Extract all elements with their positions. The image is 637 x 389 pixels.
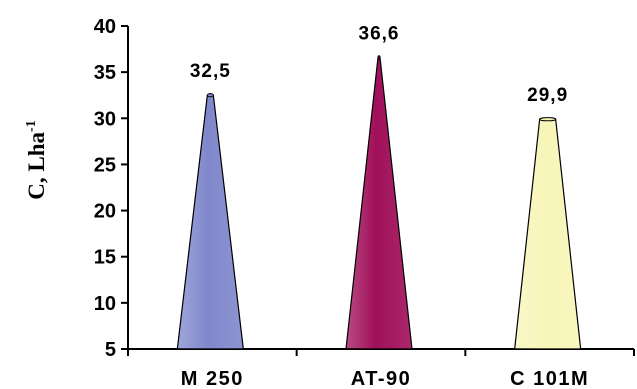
y-tick-label: 20 [94,201,116,223]
y-axis-title-superscript: -1 [24,120,39,132]
y-tick-label: 15 [94,247,116,269]
bar-cap [539,117,557,122]
bar-1 [176,94,245,350]
y-tick-label: 5 [105,339,116,361]
data-label: 29,9 [527,85,568,106]
y-tick-label: 25 [94,154,116,176]
y-tick-label: 40 [94,16,116,38]
bar-cap [206,93,214,98]
data-label: 32,5 [190,61,231,82]
y-tick-label: 10 [94,293,116,315]
bars-group [176,55,582,350]
y-tick-label: 35 [94,62,116,84]
y-axis-title: C, Lha-1 [24,120,49,199]
data-label: 36,6 [359,23,400,44]
bar-2 [345,56,413,350]
bar-cap [377,55,381,60]
bar-3 [513,118,582,350]
x-category-label: C 101M [510,368,589,389]
y-axis-title-text: C, Lha [24,131,49,199]
labels-group: 32,5 M 250 36,6 AT-90 29,9 C 101M [181,23,589,389]
y-tick-label: 30 [94,108,116,130]
x-category-label: M 250 [181,368,244,389]
x-category-label: AT-90 [351,368,411,389]
